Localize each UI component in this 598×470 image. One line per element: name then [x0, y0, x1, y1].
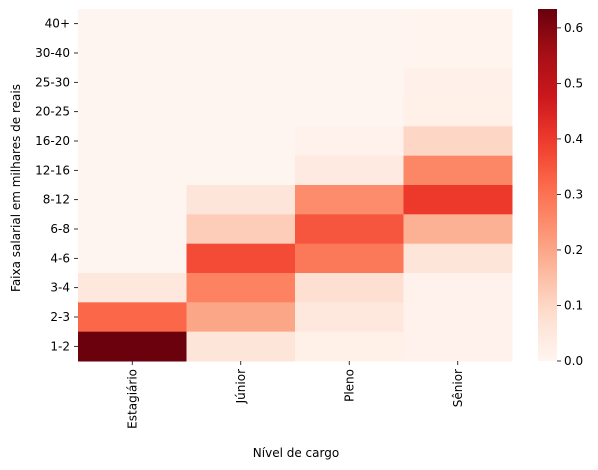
y-tick-label: 12-16: [35, 163, 70, 177]
x-tick-label: Júnior: [234, 369, 248, 404]
colorbar-tick-label: 0.2: [564, 243, 583, 257]
heatmap-cell: [403, 97, 513, 127]
y-tick-label: 16-20: [35, 134, 70, 148]
colorbar-tick-label: 0.0: [564, 354, 583, 368]
heatmap-cell: [78, 126, 187, 157]
heatmap-cell: [186, 67, 296, 98]
heatmap-cell: [186, 155, 296, 186]
heatmap-cell: [186, 302, 296, 333]
heatmap-cell: [295, 38, 404, 69]
heatmap-cell: [78, 273, 187, 303]
heatmap-cell: [186, 243, 296, 274]
y-axis-label: Faixa salarial em milhares de reais: [9, 84, 23, 292]
x-tick-label: Sênior: [451, 369, 465, 407]
heatmap-cells: [78, 9, 513, 362]
x-axis: Estagiário Júnior Pleno Sênior: [125, 361, 465, 429]
heatmap-cell: [295, 155, 404, 186]
y-tick-label: 4-6: [50, 251, 70, 265]
heatmap-cell: [403, 185, 513, 215]
heatmap-cell: [295, 97, 404, 127]
heatmap-cell: [295, 302, 404, 333]
colorbar-axis: 0.0 0.1 0.2 0.3 0.4 0.5 0.6: [557, 21, 583, 368]
heatmap-cell: [295, 126, 404, 157]
heatmap-cell: [186, 97, 296, 127]
y-tick-label: 25-30: [35, 75, 70, 89]
x-tick-label: Pleno: [342, 369, 356, 402]
heatmap-cell: [78, 38, 187, 69]
y-tick-label: 8-12: [43, 193, 70, 207]
y-tick-label: 2-3: [50, 310, 70, 324]
heatmap-cell: [186, 38, 296, 69]
y-tick-label: 3-4: [50, 281, 70, 295]
heatmap-cell: [403, 243, 513, 274]
heatmap-cell: [186, 214, 296, 245]
heatmap-cell: [186, 126, 296, 157]
colorbar-tick-label: 0.4: [564, 132, 583, 146]
heatmap-cell: [186, 273, 296, 303]
heatmap-cell: [78, 243, 187, 274]
y-tick-label: 30-40: [35, 46, 70, 60]
heatmap-cell: [295, 273, 404, 303]
colorbar-tick-label: 0.5: [564, 76, 583, 90]
heatmap-cell: [295, 331, 404, 362]
heatmap-cell: [403, 302, 513, 333]
heatmap-cell: [78, 214, 187, 245]
heatmap-cell: [78, 9, 187, 39]
x-axis-label: Nível de cargo: [253, 446, 339, 460]
heatmap-cell: [295, 214, 404, 245]
colorbar-tick-label: 0.3: [564, 187, 583, 201]
heatmap-cell: [78, 67, 187, 98]
heatmap-cell: [78, 185, 187, 215]
heatmap-cell: [78, 155, 187, 186]
colorbar-tick-label: 0.1: [564, 298, 583, 312]
y-axis: 40+ 30-40 25-30 20-25 16-20 12-16 8-12 6-8 4-6 3-…: [35, 17, 78, 353]
heatmap-cell: [403, 273, 513, 303]
heatmap-cell: [295, 185, 404, 215]
heatmap-cell: [403, 214, 513, 245]
heatmap-cell: [295, 243, 404, 274]
heatmap-cell: [78, 331, 187, 362]
heatmap-cell: [403, 9, 513, 39]
heatmap-cell: [403, 331, 513, 362]
heatmap-cell: [403, 38, 513, 69]
y-tick-label: 1-2: [50, 339, 70, 353]
y-tick-label: 6-8: [50, 222, 70, 236]
heatmap-cell: [78, 97, 187, 127]
x-tick-label: Estagiário: [125, 369, 139, 429]
heatmap-cell: [403, 67, 513, 98]
heatmap-cell: [78, 302, 187, 333]
y-tick-label: 40+: [45, 17, 70, 31]
heatmap-cell: [186, 185, 296, 215]
heatmap-cell: [186, 331, 296, 362]
colorbar-tick-label: 0.6: [564, 21, 583, 35]
colorbar: [538, 9, 557, 361]
heatmap-cell: [403, 155, 513, 186]
y-tick-label: 20-25: [35, 105, 70, 119]
heatmap-cell: [295, 9, 404, 39]
heatmap-cell: [186, 9, 296, 39]
heatmap-cell: [295, 67, 404, 98]
heatmap-cell: [403, 126, 513, 157]
